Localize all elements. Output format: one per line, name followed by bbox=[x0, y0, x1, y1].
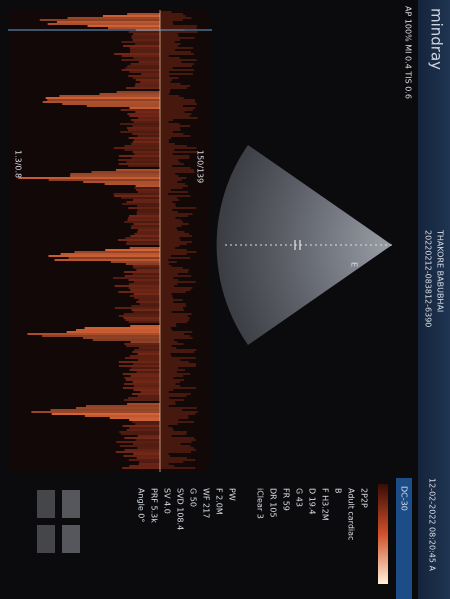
orientation-marker: E bbox=[350, 262, 359, 267]
b-mode-param: F H3.2M bbox=[321, 488, 330, 521]
pw-param: Angle 0° bbox=[137, 488, 146, 522]
control-icon bbox=[37, 490, 55, 518]
color-bar bbox=[378, 484, 388, 584]
pw-param: SVD 108.4 bbox=[176, 488, 185, 530]
scale-label: 1.3/0.8 bbox=[14, 150, 23, 178]
preset-tab bbox=[396, 478, 412, 599]
b-mode-param: Adult cardiac bbox=[347, 488, 356, 540]
exam-id: 20220212-083812-6390 bbox=[424, 230, 433, 327]
header-bar bbox=[418, 0, 450, 599]
b-mode-param: B bbox=[334, 488, 343, 494]
pw-param: G 50 bbox=[189, 488, 198, 507]
b-mode-param: iClear 3 bbox=[256, 488, 265, 519]
pw-param: WF 217 bbox=[202, 488, 211, 518]
control-icon bbox=[62, 525, 80, 553]
pw-param: PRF 5.3k bbox=[150, 488, 159, 523]
control-icon bbox=[62, 490, 80, 518]
pw-param: PW bbox=[228, 488, 237, 501]
b-mode-param: FR 59 bbox=[282, 488, 291, 511]
b-mode-sector bbox=[216, 145, 392, 345]
spectrum-trace bbox=[18, 11, 198, 469]
acoustic-output: AP 100% MI 0.4 TIS 0.6 bbox=[404, 6, 413, 99]
scale-label: 150/139 bbox=[196, 150, 205, 183]
pw-params: PW F 2.0M WF 217 G 50 SVD 108.4 SV 4.0 PRF 5.3… bbox=[137, 488, 237, 530]
pw-param: F 2.0M bbox=[215, 488, 224, 515]
b-mode-param: DR 105 bbox=[269, 488, 278, 518]
control-icon bbox=[37, 525, 55, 553]
b-mode-param: 2P2P bbox=[360, 488, 369, 508]
b-mode-param: G 43 bbox=[295, 488, 304, 507]
date-time: 12-02-2022 08:20:45 A bbox=[428, 478, 437, 572]
preset: DC-30 bbox=[400, 486, 409, 511]
b-mode-param: D 19.4 bbox=[308, 488, 317, 515]
brand: mindray bbox=[428, 8, 446, 70]
pw-param: SV 4.0 bbox=[163, 488, 172, 514]
b-mode-params: 2P2P Adult cardiac B F H3.2M D 19.4 G 43 FR 59… bbox=[256, 488, 369, 540]
patient-name: THAKORE BABUBHAI bbox=[436, 229, 445, 312]
